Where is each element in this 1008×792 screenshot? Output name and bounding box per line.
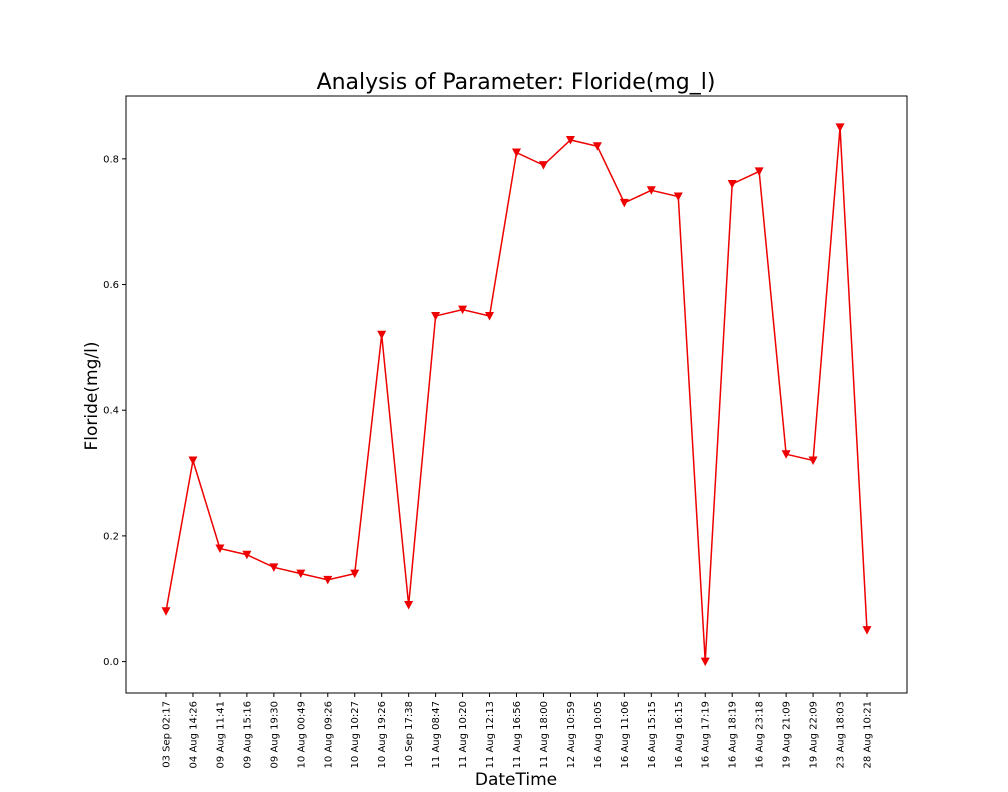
data-point-marker	[377, 330, 387, 340]
x-tick-label: 04 Aug 14:26	[188, 701, 199, 768]
data-point-marker	[754, 167, 764, 176]
x-tick-label: 09 Aug 19:30	[269, 701, 280, 768]
data-point-marker	[538, 161, 548, 170]
data-point-marker	[619, 198, 629, 208]
x-tick-label: 11 Aug 08:47	[431, 701, 442, 768]
x-tick-label: 11 Aug 16:56	[512, 701, 523, 768]
x-axis-label: DateTime	[475, 770, 557, 790]
data-point-marker	[646, 186, 656, 195]
y-tick-label: 0.8	[103, 154, 119, 165]
data-point-marker	[161, 607, 171, 616]
x-tick-label: 10 Aug 09:26	[323, 701, 334, 768]
data-point-marker	[727, 179, 737, 189]
series-markers	[161, 123, 872, 667]
data-point-marker	[700, 657, 710, 667]
data-point-marker	[781, 450, 791, 459]
x-tick-label: 19 Aug 21:09	[782, 701, 793, 768]
data-point-marker	[404, 601, 414, 610]
x-axis: 03 Sep 02:17 04 Aug 14:26 09 Aug 11:41 09 A…	[162, 693, 874, 768]
data-point-marker	[323, 575, 333, 585]
x-tick-label: 10 Aug 00:49	[296, 701, 307, 768]
data-point-marker	[835, 123, 845, 132]
x-tick-label: 28 Aug 10:21	[863, 701, 874, 768]
x-tick-label: 10 Sep 17:38	[404, 701, 415, 768]
data-point-marker	[296, 569, 306, 579]
x-tick-label: 16 Aug 15:15	[647, 701, 658, 768]
plot-frame	[125, 95, 908, 694]
data-point-marker	[673, 192, 683, 202]
data-point-marker	[350, 569, 360, 579]
data-point-marker	[458, 305, 468, 315]
series-line	[165, 127, 868, 662]
x-tick-label: 10 Aug 19:26	[377, 701, 388, 768]
x-tick-label: 16 Aug 10:05	[593, 701, 604, 768]
y-axis-label: Floride(mg/l)	[82, 342, 102, 451]
data-point-marker	[485, 311, 495, 321]
data-point-marker	[242, 550, 252, 560]
y-tick-label: 0.0	[103, 657, 119, 668]
x-tick-label: 10 Aug 10:27	[350, 701, 361, 768]
data-point-marker	[512, 148, 521, 158]
x-tick-label: 11 Aug 18:00	[539, 701, 550, 768]
data-point-marker	[188, 456, 198, 465]
data-point-marker	[215, 544, 225, 553]
x-tick-label: 23 Aug 18:03	[836, 701, 847, 768]
x-tick-label: 16 Aug 17:19	[701, 701, 712, 768]
y-tick-label: 0.2	[103, 531, 119, 542]
y-tick-label: 0.4	[103, 406, 119, 417]
x-tick-label: 16 Aug 18:19	[728, 701, 739, 768]
x-tick-label: 19 Aug 22:09	[809, 701, 820, 768]
x-tick-label: 16 Aug 11:06	[620, 701, 631, 768]
x-tick-label: 09 Aug 15:16	[242, 701, 253, 768]
x-tick-label: 09 Aug 11:41	[215, 701, 226, 768]
data-point-marker	[592, 142, 602, 151]
data-point-marker	[565, 135, 575, 145]
data-point-marker	[269, 563, 279, 572]
y-axis: 0.0 0.2 0.4 0.6 0.8	[103, 154, 126, 668]
data-point-marker	[431, 311, 441, 321]
x-tick-label: 16 Aug 23:18	[755, 701, 766, 768]
x-tick-label: 11 Aug 12:13	[485, 701, 496, 768]
x-tick-label: 12 Aug 10:59	[566, 701, 577, 768]
chart-title: Analysis of Parameter: Floride(mg_l)	[317, 70, 716, 95]
x-tick-label: 11 Aug 10:20	[458, 701, 469, 768]
x-tick-label: 16 Aug 16:15	[674, 701, 685, 768]
data-point-marker	[862, 626, 872, 635]
y-tick-label: 0.6	[103, 280, 119, 291]
data-point-marker	[808, 456, 818, 465]
x-tick-label: 03 Sep 02:17	[162, 701, 173, 768]
